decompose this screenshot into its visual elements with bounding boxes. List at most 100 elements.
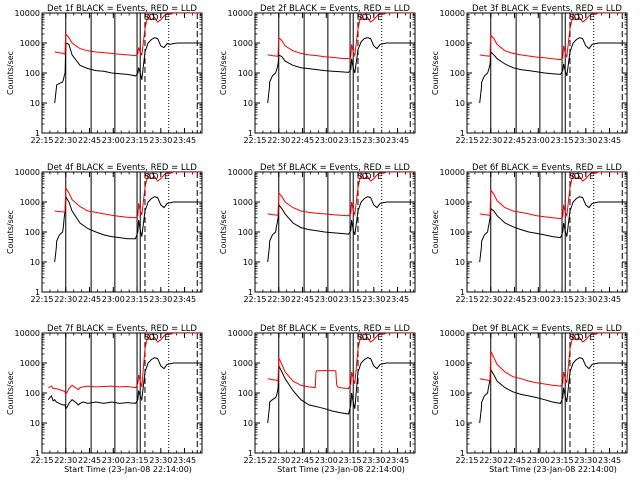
y-tick-label: 1: [35, 288, 40, 297]
y-tick-label: 1: [460, 449, 465, 458]
y-tick-label: 10: [455, 258, 465, 267]
event-marker-label: D: [152, 333, 158, 342]
panel-det-4: Det 4f BLACK = Events, RED = LLD 1 10 100 10…: [6, 163, 203, 304]
y-tick-label: 10: [243, 419, 253, 428]
y-tick-label: 1000: [20, 39, 40, 48]
series-line-lld: [479, 172, 627, 220]
series-line-lld: [479, 13, 627, 61]
event-marker-label: E: [589, 172, 594, 181]
x-tick-label: 22:30: [54, 136, 77, 145]
panel-title: Det 7f BLACK = Events, RED = LLD: [47, 324, 197, 334]
event-marker-label: S: [144, 172, 149, 181]
series-line-lld: [48, 333, 202, 396]
y-tick-label: 1000: [20, 198, 40, 207]
event-marker-label: D: [365, 13, 371, 22]
x-tick-label: 22:30: [267, 136, 290, 145]
event-marker-label: E: [377, 333, 382, 342]
panel-det-2: Det 2f BLACK = Events, RED = LLD 1 10 100 10…: [219, 4, 416, 145]
panel-det-6: Det 6f BLACK = Events, RED = LLD 1 10 100 10…: [431, 163, 628, 304]
y-axis-label: Counts/sec: [431, 51, 440, 95]
y-tick-label: 1: [248, 449, 253, 458]
x-tick-label: 23:15: [126, 295, 149, 304]
series-line-events: [54, 194, 202, 263]
x-tick-label: 23:30: [149, 136, 172, 145]
y-axis-label: Counts/sec: [431, 210, 440, 254]
event-marker-label: D: [577, 172, 583, 181]
x-tick-label: 23:00: [102, 295, 125, 304]
event-marker-label: E: [164, 333, 169, 342]
event-marker-label: D: [149, 333, 155, 342]
x-axis-label: Start Time (23-Jan-08 22:14:00): [64, 465, 192, 474]
x-tick-label: 22:15: [243, 456, 266, 465]
x-tick-label: 23:00: [527, 295, 550, 304]
panel-det-3: Det 3f BLACK = Events, RED = LLD 1 10 100 10…: [431, 4, 628, 145]
series-line-lld: [479, 333, 627, 387]
event-marker-label: D: [365, 333, 371, 342]
x-tick-label: 22:30: [479, 136, 502, 145]
event-marker-label: E: [589, 333, 594, 342]
x-tick-label: 22:30: [267, 456, 290, 465]
x-tick-label: 23:15: [339, 456, 362, 465]
event-marker-label: D: [149, 13, 155, 22]
y-tick-label: 10000: [228, 9, 253, 18]
y-tick-label: 100: [450, 389, 465, 398]
series-line-events: [479, 196, 627, 263]
y-tick-label: 10: [455, 99, 465, 108]
x-tick-label: 23:00: [315, 456, 338, 465]
x-tick-label: 23:00: [527, 456, 550, 465]
y-tick-label: 1000: [233, 198, 253, 207]
x-tick-label: 23:00: [527, 136, 550, 145]
x-tick-label: 22:15: [30, 295, 53, 304]
event-marker-label: E: [164, 172, 169, 181]
y-tick-label: 1: [460, 288, 465, 297]
x-tick-label: 23:45: [386, 456, 409, 465]
event-marker-label: S: [144, 333, 149, 342]
event-marker-label: D: [149, 172, 155, 181]
panel-title: Det 4f BLACK = Events, RED = LLD: [47, 163, 197, 173]
series-line-lld: [267, 13, 415, 60]
y-tick-label: 1000: [233, 359, 253, 368]
x-tick-label: 23:15: [551, 456, 574, 465]
x-tick-label: 23:45: [173, 295, 196, 304]
event-marker-label: D: [577, 333, 583, 342]
event-marker-label: D: [362, 13, 368, 22]
x-tick-label: 22:30: [54, 295, 77, 304]
x-tick-label: 23:45: [598, 295, 621, 304]
y-tick-label: 1: [35, 449, 40, 458]
x-tick-label: 23:15: [551, 136, 574, 145]
x-tick-label: 23:30: [149, 456, 172, 465]
y-axis-label: Counts/sec: [219, 371, 228, 415]
event-marker-label: S: [357, 333, 362, 342]
x-tick-label: 23:30: [362, 456, 385, 465]
y-tick-label: 10000: [440, 9, 465, 18]
x-tick-label: 23:00: [315, 295, 338, 304]
y-tick-label: 100: [238, 228, 253, 237]
event-marker-label: D: [577, 13, 583, 22]
event-marker-label: D: [574, 333, 580, 342]
x-tick-label: 23:30: [574, 136, 597, 145]
event-marker-label: D: [362, 172, 368, 181]
panel-title: Det 3f BLACK = Events, RED = LLD: [472, 4, 622, 14]
x-tick-label: 22:30: [479, 295, 502, 304]
x-tick-label: 22:15: [455, 295, 478, 304]
panel-title: Det 5f BLACK = Events, RED = LLD: [260, 163, 410, 173]
y-tick-label: 10: [30, 258, 40, 267]
y-tick-label: 100: [238, 389, 253, 398]
y-tick-label: 1000: [445, 198, 465, 207]
y-tick-label: 10: [243, 258, 253, 267]
x-tick-label: 23:15: [339, 295, 362, 304]
x-tick-label: 22:30: [54, 456, 77, 465]
y-tick-label: 100: [25, 389, 40, 398]
x-tick-label: 22:45: [291, 295, 314, 304]
panel-title: Det 2f BLACK = Events, RED = LLD: [260, 4, 410, 14]
event-marker-label: D: [152, 13, 158, 22]
y-axis-label: Counts/sec: [219, 51, 228, 95]
x-tick-label: 23:00: [102, 456, 125, 465]
x-tick-label: 23:45: [173, 136, 196, 145]
event-marker-label: S: [357, 172, 362, 181]
series-line-events: [267, 37, 415, 104]
series-line-events: [47, 357, 202, 410]
x-tick-label: 22:45: [503, 295, 526, 304]
y-tick-label: 100: [450, 228, 465, 237]
